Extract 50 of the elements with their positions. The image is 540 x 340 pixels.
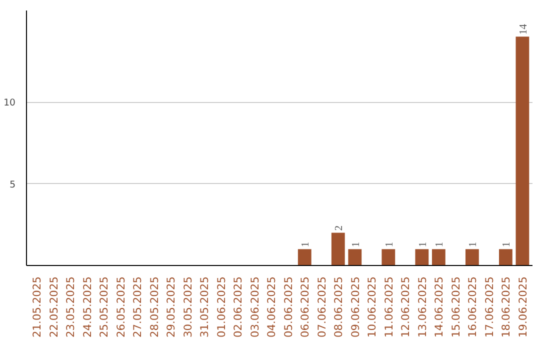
data-label: 1: [350, 242, 362, 248]
x-tick-label: 22.05.2025: [47, 276, 60, 338]
x-tick-label: 06.06.2025: [298, 276, 312, 338]
bar: [432, 249, 446, 266]
x-tick-label: 04.06.2025: [265, 276, 278, 338]
bar: [465, 249, 479, 266]
x-tick-label: 17.06.2025: [482, 276, 496, 338]
x-tick-label: 24.05.2025: [80, 276, 94, 338]
bar: [348, 249, 362, 266]
x-tick-label: 29.05.2025: [164, 276, 178, 338]
x-tick-label: 30.05.2025: [181, 276, 194, 338]
data-label: 1: [502, 242, 513, 248]
x-tick-label: 07.06.2025: [315, 276, 328, 338]
x-tick-label: 03.06.2025: [248, 276, 262, 338]
x-tick-label: 10.06.2025: [366, 276, 379, 338]
y-tick-label: 10: [4, 98, 16, 109]
x-tick-label: 25.05.2025: [98, 276, 111, 338]
y-tick-label: 5: [10, 179, 16, 190]
data-label: 1: [434, 242, 446, 248]
bar: [331, 232, 345, 266]
x-tick-label: 28.05.2025: [148, 276, 161, 338]
x-tick-label: 16.06.2025: [466, 276, 480, 338]
x-tick-label: 12.06.2025: [399, 276, 412, 338]
bar: [298, 249, 312, 266]
x-tick-label: 02.06.2025: [232, 276, 245, 338]
x-tick-label: 14.06.2025: [432, 276, 446, 338]
data-label: 14: [518, 23, 530, 35]
x-tick-label: 09.06.2025: [348, 276, 362, 338]
data-label: 1: [300, 242, 312, 248]
data-label: 1: [468, 242, 480, 248]
bar: [415, 249, 429, 266]
data-label: 1: [384, 242, 396, 248]
x-tick-label: 15.06.2025: [449, 276, 462, 338]
x-tick-label: 27.05.2025: [131, 276, 144, 338]
x-tick-label: 26.05.2025: [114, 276, 128, 338]
x-tick-label: 01.06.2025: [214, 276, 228, 338]
bar: [498, 249, 512, 266]
data-label: 2: [334, 225, 346, 231]
x-tick-label: 13.06.2025: [416, 276, 429, 338]
x-tick-label: 23.05.2025: [64, 276, 78, 338]
bar: [382, 249, 396, 266]
data-label: 1: [418, 242, 429, 248]
x-tick-label: 31.05.2025: [198, 276, 212, 338]
x-tick-label: 05.06.2025: [282, 276, 295, 338]
x-tick-label: 19.06.2025: [516, 276, 530, 338]
x-tick-label: 08.06.2025: [332, 276, 346, 338]
x-tick-label: 21.05.2025: [30, 276, 44, 338]
x-tick-label: 18.06.2025: [500, 276, 513, 338]
bar: [516, 36, 530, 266]
x-tick-label: 11.06.2025: [382, 276, 396, 338]
